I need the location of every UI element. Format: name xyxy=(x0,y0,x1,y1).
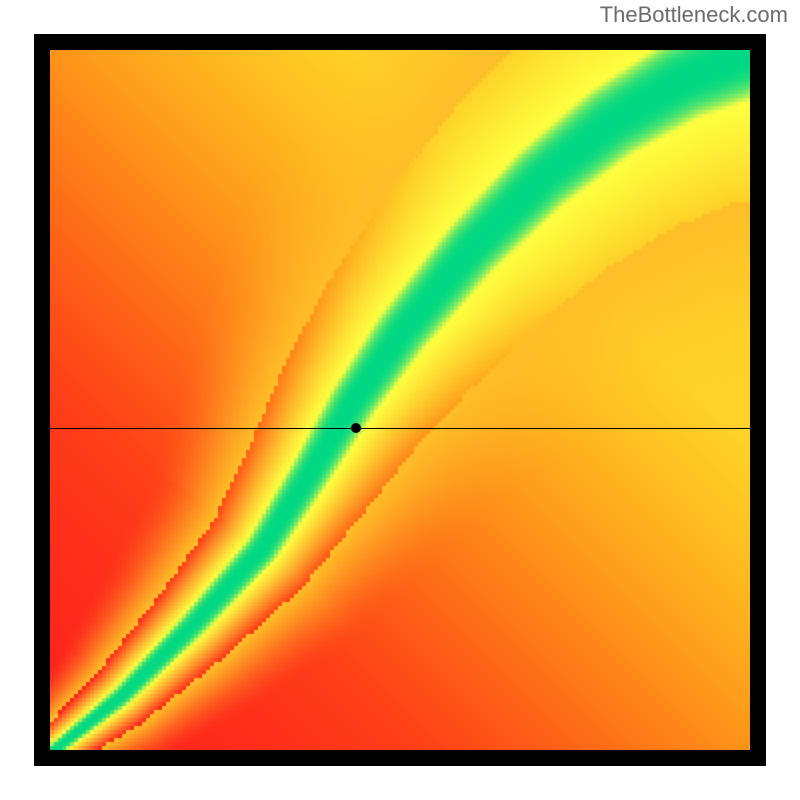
chart-container: TheBottleneck.com xyxy=(0,0,800,800)
plot-area xyxy=(50,50,750,750)
crosshair-marker xyxy=(351,423,361,433)
crosshair-horizontal xyxy=(50,428,750,429)
heatmap-canvas xyxy=(50,50,750,750)
watermark-text: TheBottleneck.com xyxy=(600,2,788,28)
